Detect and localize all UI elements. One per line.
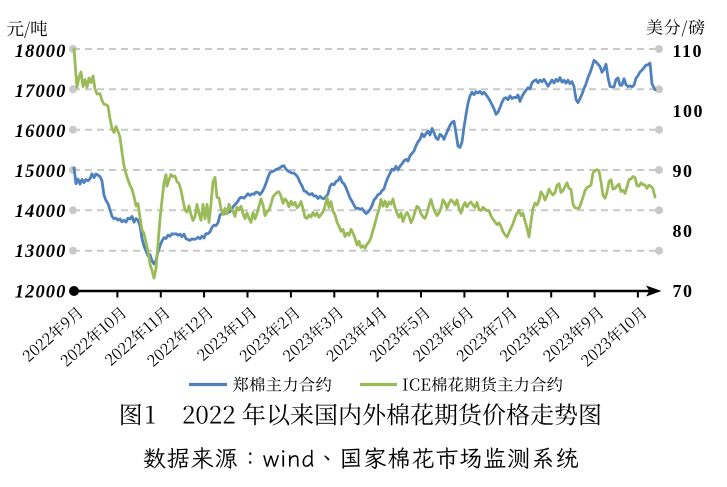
- svg-text:15000: 15000: [15, 162, 67, 182]
- svg-text:17000: 17000: [15, 82, 67, 102]
- svg-text:100: 100: [673, 101, 705, 121]
- svg-text:70: 70: [673, 281, 694, 301]
- svg-text:14000: 14000: [15, 202, 67, 222]
- svg-text:90: 90: [673, 161, 694, 181]
- svg-text:13000: 13000: [15, 242, 67, 262]
- svg-text:12000: 12000: [15, 282, 67, 302]
- svg-text:18000: 18000: [15, 42, 67, 62]
- svg-text:110: 110: [673, 41, 704, 61]
- svg-text:80: 80: [673, 221, 694, 241]
- svg-text:16000: 16000: [15, 122, 67, 142]
